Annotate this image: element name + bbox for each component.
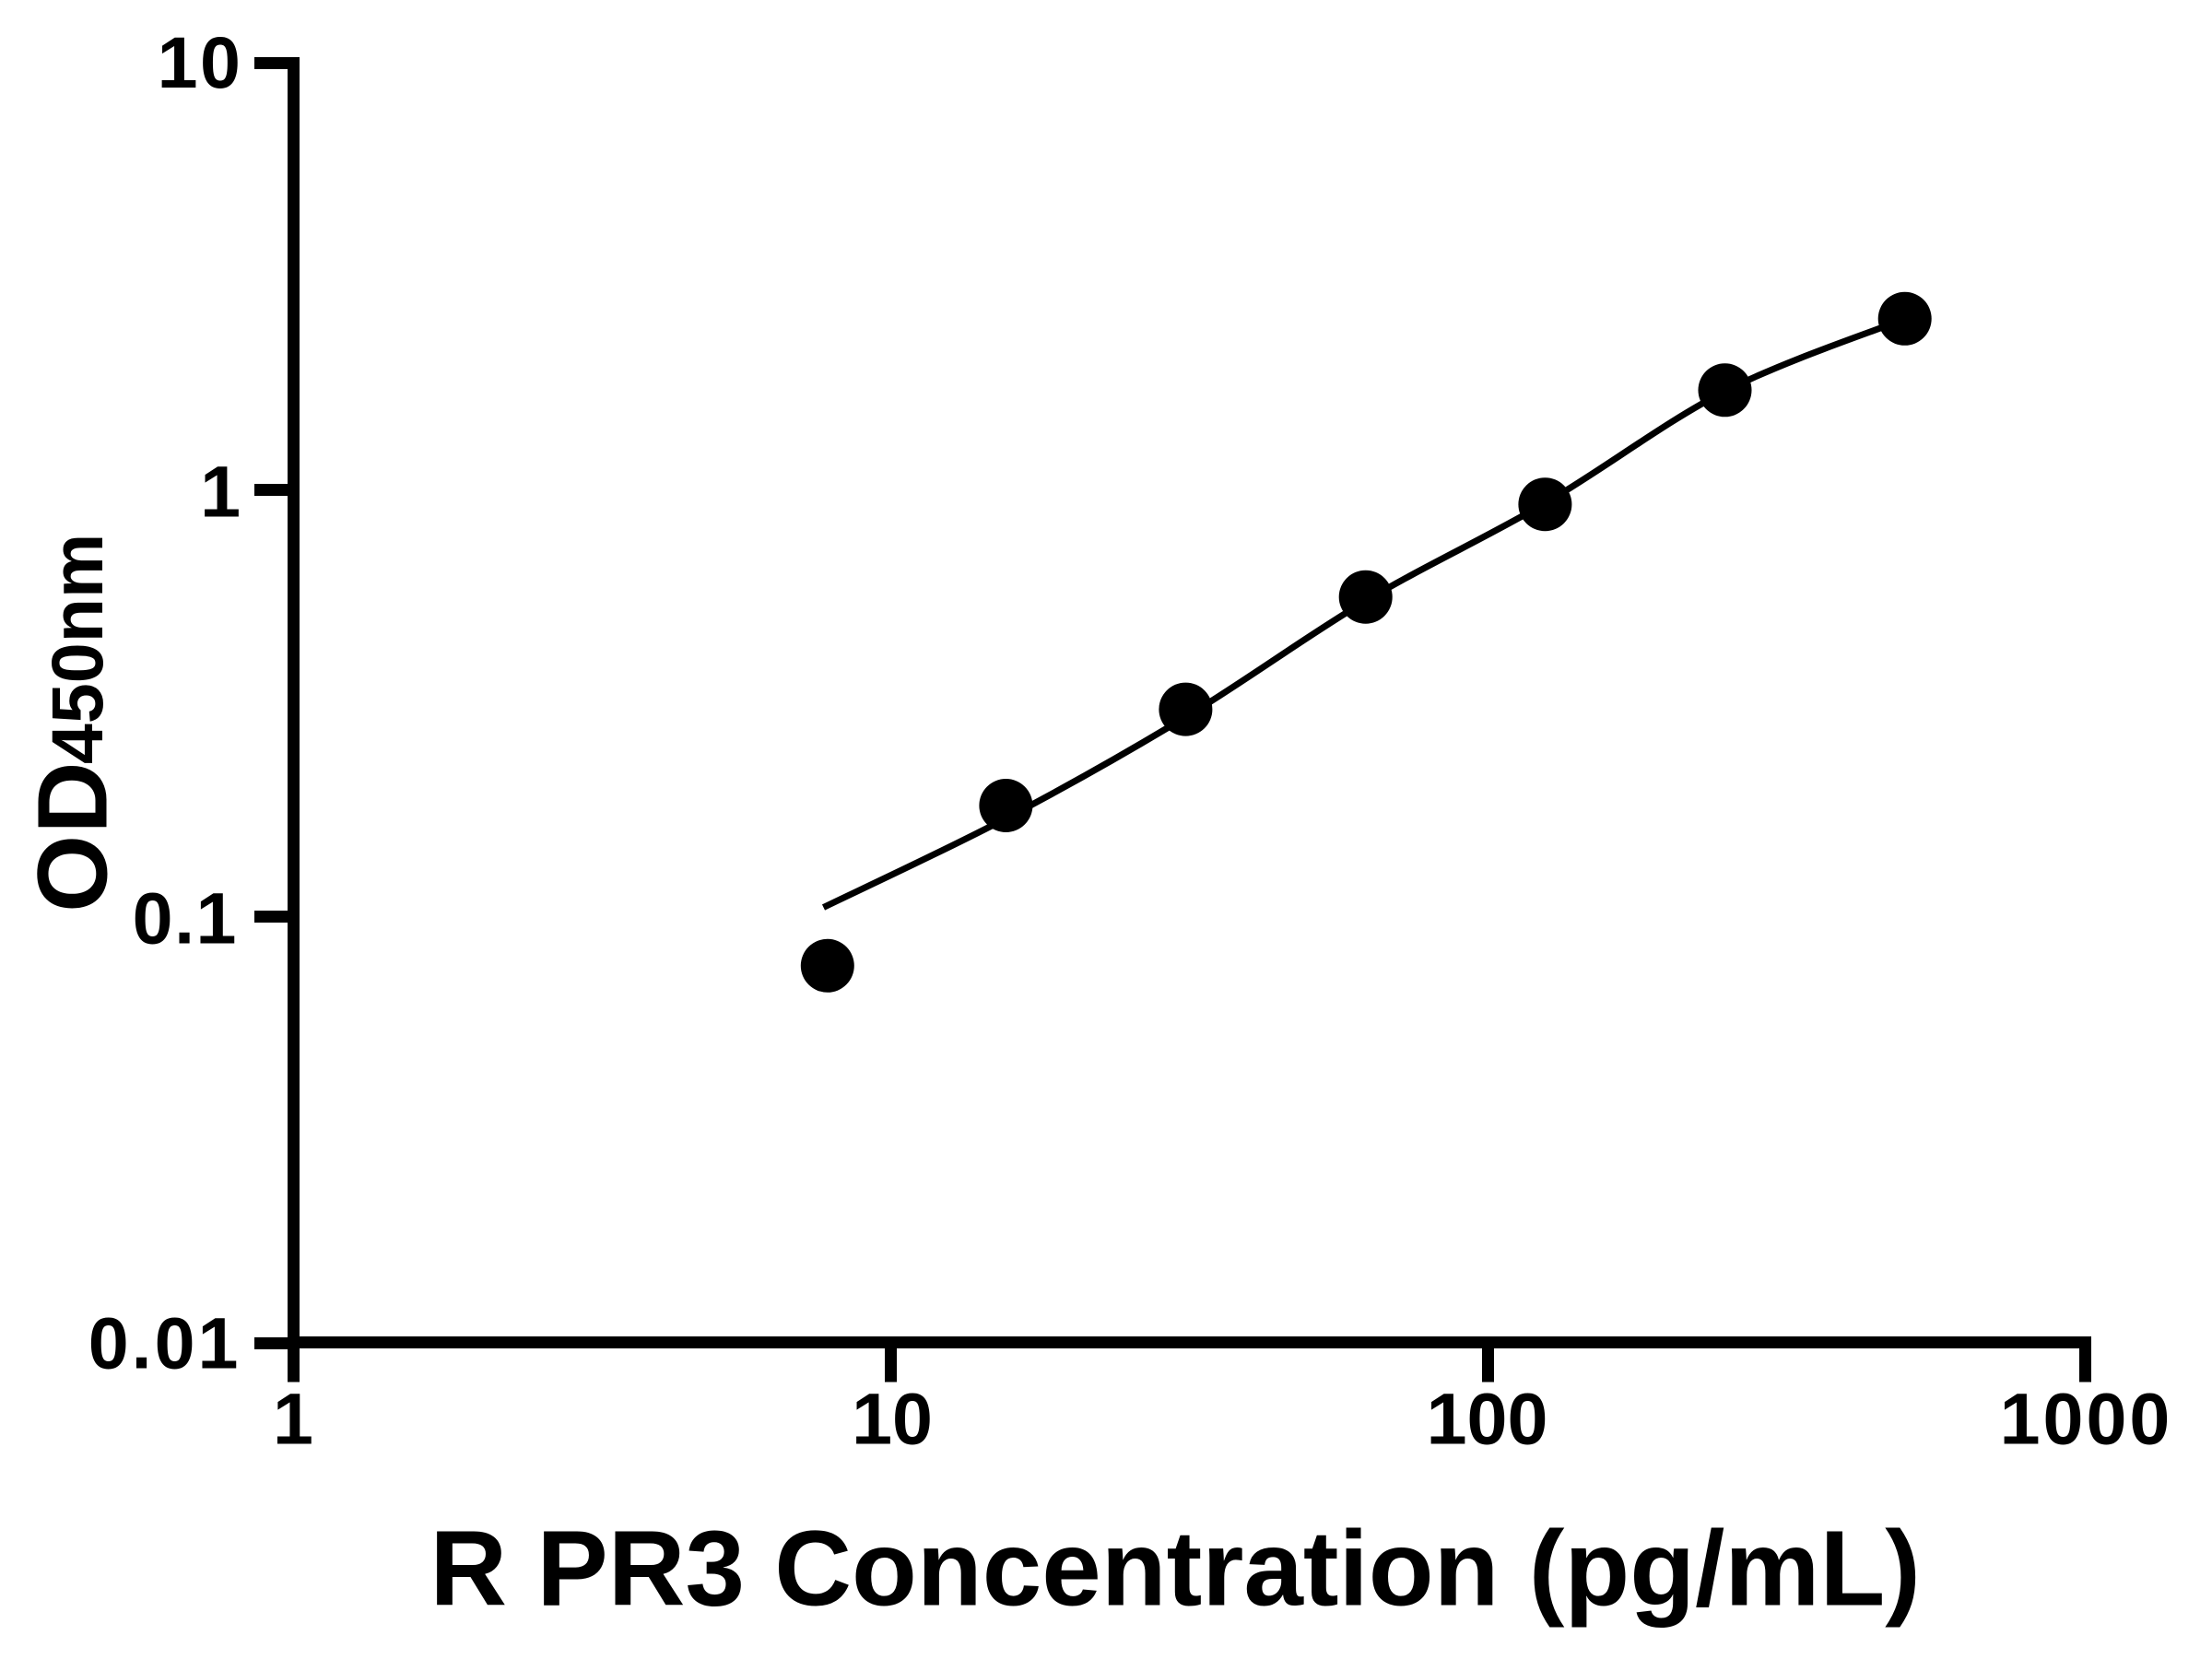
svg-text:100: 100 — [1427, 1378, 1548, 1460]
svg-text:0.1: 0.1 — [133, 877, 238, 959]
svg-text:450nm: 450nm — [36, 534, 118, 764]
svg-text:OD: OD — [17, 760, 128, 912]
svg-text:10: 10 — [158, 21, 243, 103]
svg-text:10: 10 — [852, 1378, 933, 1460]
svg-text:1: 1 — [273, 1378, 313, 1460]
svg-text:1000: 1000 — [2000, 1378, 2173, 1460]
svg-text:0.01: 0.01 — [88, 1302, 241, 1384]
svg-text:1: 1 — [200, 451, 241, 533]
svg-text:R PR3 Concentration (pg/mL): R PR3 Concentration (pg/mL) — [429, 1508, 1921, 1628]
